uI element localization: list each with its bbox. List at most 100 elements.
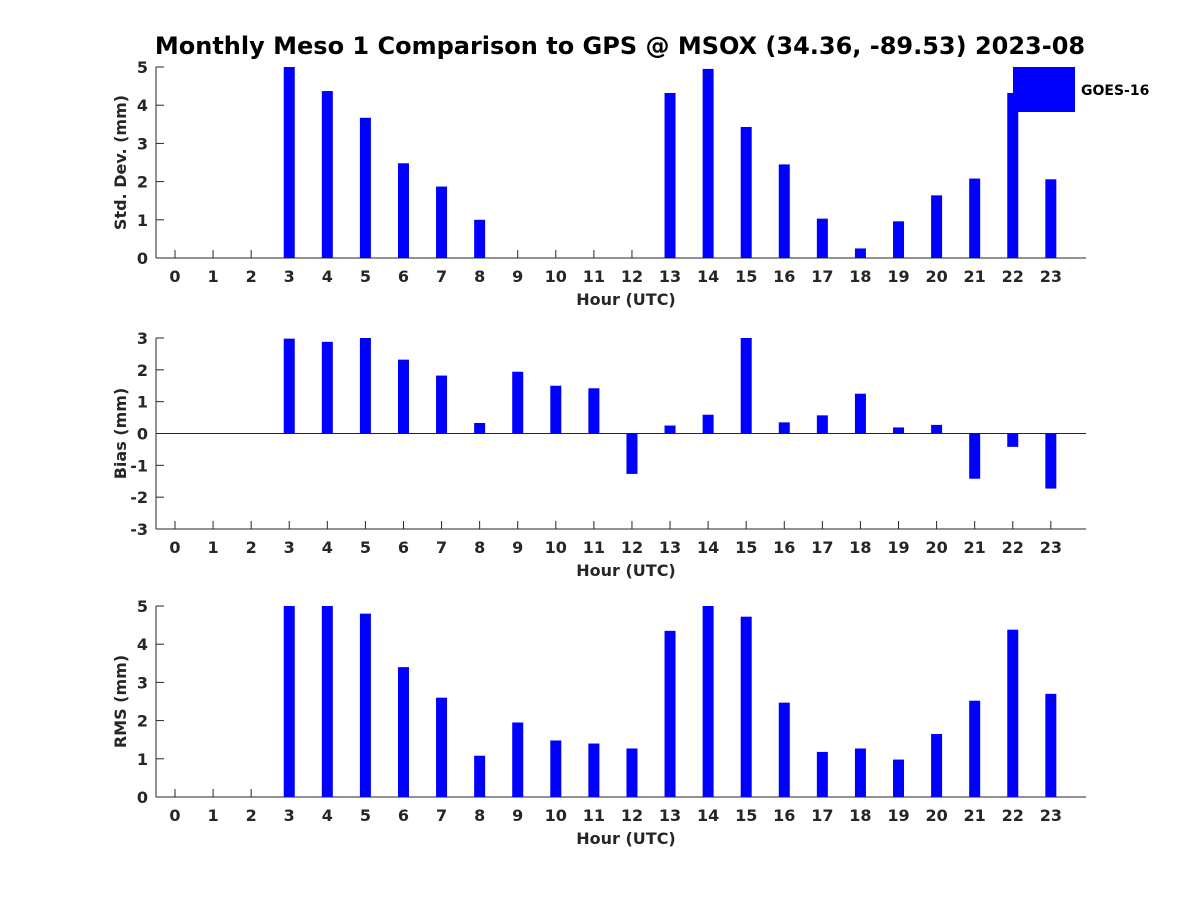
bar-bias-hour-9 [512, 371, 524, 434]
x-tick-label: 19 [887, 806, 909, 825]
bar-rms-hour-5 [359, 613, 371, 797]
x-tick-label: 10 [545, 538, 567, 557]
bar-bias-hour-17 [816, 415, 828, 434]
bar-std-hour-15 [740, 126, 752, 258]
y-tick-label: 5 [137, 58, 148, 77]
bar-rms-hour-14 [702, 606, 714, 797]
x-tick-label: 11 [583, 538, 605, 557]
x-tick-label: 22 [1002, 538, 1024, 557]
bar-rms-hour-8 [474, 755, 486, 797]
y-tick-label: 5 [137, 597, 148, 616]
y-tick-label: 0 [137, 788, 148, 807]
bar-std-hour-14 [702, 68, 714, 258]
x-tick-label: 5 [360, 806, 371, 825]
bar-rms-hour-4 [321, 606, 333, 797]
x-tick-label: 7 [436, 267, 447, 286]
x-tick-label: 16 [773, 806, 795, 825]
bar-std-hour-3 [283, 67, 295, 258]
bar-std-hour-8 [474, 219, 486, 258]
x-tick-label: 23 [1040, 538, 1062, 557]
x-tick-label: 2 [246, 538, 257, 557]
x-tick-label: 0 [169, 806, 180, 825]
bar-rms-hour-17 [816, 751, 828, 797]
bar-bias-hour-5 [359, 338, 371, 434]
bar-bias-hour-20 [931, 424, 943, 434]
bar-rms-hour-19 [893, 759, 905, 797]
x-tick-label: 6 [398, 538, 409, 557]
y-tick-label: 4 [137, 96, 148, 115]
x-tick-label: 1 [208, 538, 219, 557]
bar-bias-hour-13 [664, 425, 676, 434]
y-tick-label: 1 [137, 393, 148, 412]
x-tick-label: 17 [811, 267, 833, 286]
x-tick-label: 9 [512, 267, 523, 286]
x-tick-label: 4 [322, 267, 333, 286]
bar-std-hour-18 [854, 248, 866, 258]
bar-rms-hour-23 [1045, 693, 1057, 797]
bar-std-hour-21 [969, 178, 981, 258]
x-tick-label: 13 [659, 538, 681, 557]
x-tick-label: 22 [1002, 806, 1024, 825]
x-axis-label: Hour (UTC) [576, 290, 676, 309]
x-tick-label: 21 [964, 538, 986, 557]
x-tick-label: 4 [322, 806, 333, 825]
bar-rms-hour-6 [397, 667, 409, 797]
bar-std-hour-4 [321, 91, 333, 258]
y-tick-label: 0 [137, 425, 148, 444]
y-axis-label: Std. Dev. (mm) [111, 95, 130, 230]
y-axis-label: RMS (mm) [111, 655, 130, 748]
x-tick-label: 4 [322, 538, 333, 557]
x-tick-label: 23 [1040, 267, 1062, 286]
x-tick-label: 8 [474, 267, 485, 286]
bar-rms-hour-13 [664, 630, 676, 797]
x-axis-label: Hour (UTC) [576, 561, 676, 580]
x-tick-label: 7 [436, 538, 447, 557]
bar-rms-hour-20 [931, 733, 943, 797]
y-tick-label: -3 [130, 520, 148, 539]
x-tick-label: 11 [583, 806, 605, 825]
x-tick-label: 20 [925, 267, 947, 286]
bar-rms-hour-22 [1007, 629, 1019, 797]
x-tick-label: 9 [512, 806, 523, 825]
bar-rms-hour-21 [969, 700, 981, 797]
x-tick-label: 21 [964, 806, 986, 825]
x-tick-label: 6 [398, 806, 409, 825]
bar-bias-hour-22 [1007, 433, 1019, 447]
x-tick-label: 15 [735, 538, 757, 557]
bar-bias-hour-11 [588, 388, 600, 434]
bar-bias-hour-3 [283, 338, 295, 434]
bar-std-hour-17 [816, 218, 828, 258]
bar-std-hour-13 [664, 92, 676, 258]
y-axis-label: Bias (mm) [111, 388, 130, 480]
bar-rms-hour-3 [283, 606, 295, 797]
x-tick-label: 0 [169, 538, 180, 557]
bar-bias-hour-14 [702, 414, 714, 434]
bar-std-hour-22 [1007, 92, 1019, 258]
x-tick-label: 17 [811, 538, 833, 557]
bar-bias-hour-23 [1045, 433, 1057, 489]
y-tick-label: 0 [137, 249, 148, 268]
x-tick-label: 16 [773, 538, 795, 557]
legend-swatch [1013, 67, 1075, 112]
bar-bias-hour-15 [740, 338, 752, 434]
y-tick-label: 3 [137, 673, 148, 692]
y-tick-label: 3 [137, 329, 148, 348]
bar-rms-hour-16 [778, 702, 790, 797]
bar-bias-hour-18 [854, 393, 866, 434]
bar-std-hour-23 [1045, 179, 1057, 258]
x-tick-label: 18 [849, 806, 871, 825]
x-tick-label: 15 [735, 267, 757, 286]
bar-bias-hour-16 [778, 422, 790, 434]
x-tick-label: 20 [925, 538, 947, 557]
x-tick-label: 14 [697, 538, 719, 557]
legend-label-goes-16: GOES-16 [1081, 83, 1149, 99]
x-tick-label: 9 [512, 538, 523, 557]
x-tick-label: 12 [621, 806, 643, 825]
x-axis-label: Hour (UTC) [576, 829, 676, 848]
bar-bias-hour-6 [397, 359, 409, 434]
x-tick-label: 18 [849, 267, 871, 286]
y-tick-label: 2 [137, 361, 148, 380]
x-tick-label: 21 [964, 267, 986, 286]
